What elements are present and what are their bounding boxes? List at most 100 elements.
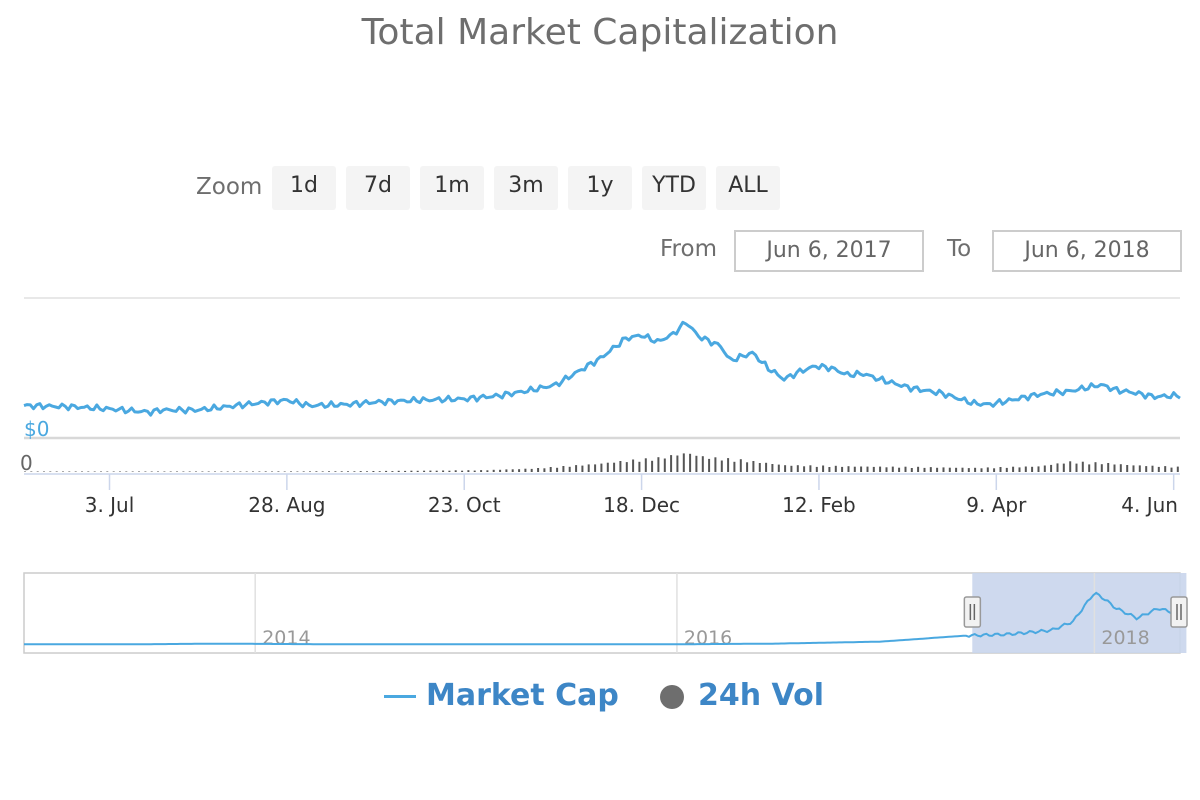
volume-bar [397,470,400,472]
y-axis-label-volume: 0 [20,451,33,475]
volume-bar [315,471,318,472]
volume-bar [36,471,39,472]
volume-bar [537,468,540,472]
volume-bar [347,471,349,472]
volume-bar [258,471,261,472]
volume-bar [1024,466,1027,472]
volume-bar [1132,465,1135,472]
volume-bar [195,471,197,472]
volume-bar [1170,467,1173,472]
volume-bar [1119,464,1122,472]
volume-bar [936,467,939,472]
volume-bar [1151,465,1154,472]
from-date-input[interactable]: Jun 6, 2017 [734,230,924,272]
volume-bar [188,471,191,472]
handle-body[interactable] [1170,596,1188,628]
legend-market-cap-label: Market Cap [426,678,619,713]
volume-bar [518,469,521,472]
x-tick-label: 3. Jul [85,493,135,517]
volume-bar [1126,465,1129,472]
to-date-input[interactable]: Jun 6, 2018 [992,230,1182,272]
volume-bar [1100,464,1103,472]
volume-bar [1043,465,1046,472]
volume-bar [663,458,666,472]
navigator-right-handle[interactable] [1170,596,1188,628]
volume-bar [435,470,438,472]
volume-bar [670,455,673,472]
from-label: From [660,236,717,262]
volume-bar [955,467,958,472]
volume-bar [429,470,432,472]
volume-bar [366,471,368,472]
volume-bar [948,467,951,472]
volume-bar [169,471,172,472]
volume-bar [296,471,299,472]
volume-bar [1018,467,1021,472]
volume-bar [131,471,134,472]
volume-bar [524,468,527,472]
volume-bar [1145,466,1148,472]
volume-bar [1005,467,1008,472]
volume-bar [568,466,571,472]
volume-bar [980,468,983,472]
zoom-label: Zoom [196,174,263,200]
volume-bar [30,471,33,472]
volume-bar [150,471,153,472]
volume-bar [423,470,426,472]
volume-bar [106,471,109,472]
zoom-7d-button[interactable]: 7d [346,166,410,210]
volume-bar [138,471,140,472]
volume-bar [334,471,337,472]
navigator[interactable]: 2014 2016 2018 [23,572,1188,654]
volume-bar [891,466,894,472]
volume-bar [1157,466,1160,472]
volume-bar [1176,466,1179,472]
chart-title: Total Market Capitalization [361,12,839,53]
zoom-ytd-button[interactable]: YTD [642,166,706,210]
zoom-1m-button[interactable]: 1m [420,166,484,210]
legend-line-icon [384,695,416,698]
to-label: To [947,236,972,262]
volume-bar [340,471,343,472]
volume-bar [309,471,311,472]
volume-bar [499,469,502,472]
volume-bar [1088,464,1091,472]
volume-bar [182,471,185,472]
legend-market-cap[interactable]: Market Cap [384,678,619,713]
volume-bar [201,471,204,472]
volume-bar [372,471,375,472]
volume-bar [252,471,254,472]
zoom-all-button[interactable]: ALL [716,166,780,210]
volume-bar [511,469,514,472]
volume-bar [271,471,273,472]
handle-body[interactable] [963,596,982,628]
volume-bar [112,471,115,472]
volume-bar [49,471,52,472]
volume-bar [410,470,413,472]
volume-bar [562,466,565,472]
volume-bar [714,457,717,472]
volume-bar [1113,464,1116,472]
volume-bar [638,461,641,472]
volume-bar [961,467,964,472]
navigator-year-label: 2016 [684,627,732,649]
volume-bar [1050,464,1053,472]
volume-bar [226,471,229,472]
volume-bar [492,469,495,472]
volume-bar [993,468,996,472]
zoom-1d-button[interactable]: 1d [272,166,336,210]
volume-bar [442,470,445,472]
zoom-1y-button[interactable]: 1y [568,166,632,210]
volume-bar [1138,465,1141,472]
volume-bar [448,470,451,472]
volume-bar [682,453,685,472]
volume-bar [214,471,216,472]
legend-24h-vol[interactable]: 24h Vol [660,678,824,713]
volume-bar [866,466,869,472]
navigator-left-handle[interactable] [963,596,982,628]
volume-bar [822,465,825,472]
volume-bar [676,455,679,472]
volume-bar [606,462,609,472]
volume-bar [486,470,489,472]
zoom-3m-button[interactable]: 3m [494,166,558,210]
